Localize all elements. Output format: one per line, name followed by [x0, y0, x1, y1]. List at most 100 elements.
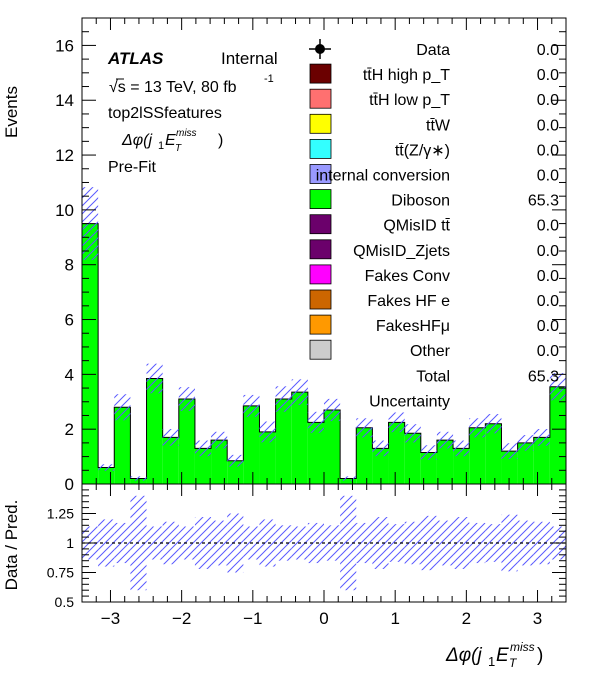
legend-row: Fakes Conv 0.0: [309, 264, 559, 285]
diboson-bar: [259, 431, 276, 484]
legend-label: internal conversion: [316, 168, 450, 185]
ratio-y-tick-label: 0.5: [55, 594, 75, 610]
diboson-bar: [291, 392, 308, 484]
uncertainty-band-bin: [469, 418, 486, 438]
region-label: top2lSSfeatures: [108, 105, 222, 122]
diboson-bar: [356, 427, 373, 484]
legend-label: Diboson: [391, 193, 450, 210]
legend-value: 65.3: [528, 368, 559, 385]
legend-row: FakesHFμ 0.0: [309, 314, 559, 335]
uncertainty-band-bin: [388, 412, 405, 433]
svg-text:T: T: [175, 143, 182, 154]
uncertainty-band-bin: [194, 440, 212, 457]
svg-text:miss: miss: [510, 640, 535, 654]
svg-text:E: E: [165, 132, 176, 149]
legend-swatch: [309, 189, 332, 210]
uncertainty-band-bin: [356, 418, 373, 438]
legend-value: 0.0: [537, 67, 559, 84]
svg-text:Δφ(j: Δφ(j: [445, 645, 482, 666]
legend-value: 0.0: [537, 243, 559, 260]
y-tick-label: 4: [65, 365, 74, 384]
uncertainty-band-bin: [324, 398, 341, 422]
legend-swatch: [309, 264, 332, 285]
legend-label: tt̄(Z/γ∗): [395, 142, 450, 159]
legend-row: Uncertainty: [369, 393, 450, 410]
svg-text:miss: miss: [176, 128, 197, 139]
ratio-uncertainty-bin: [114, 522, 131, 564]
legend-value: 0.0: [537, 268, 559, 285]
legend-row: tt̄W 0.0: [309, 113, 559, 134]
legend-label: QMisID tt̄: [383, 218, 450, 235]
legend-value: 0.0: [537, 42, 559, 59]
svg-text:): ): [537, 645, 543, 666]
diboson-bar: [307, 422, 324, 484]
ratio-y-tick-label: 1.25: [47, 506, 74, 522]
svg-text:E: E: [496, 645, 509, 666]
legend-value: 0.0: [537, 92, 559, 109]
ratio-uncertainty-bin: [227, 513, 244, 573]
uncertainty-band-bin: [162, 429, 179, 446]
diboson-bar: [388, 422, 405, 484]
x-axis-title: Δφ(j 1 E T miss ): [445, 640, 543, 670]
legend-label: FakesHFμ: [376, 318, 450, 335]
legend-swatch: [309, 88, 332, 109]
diboson-bar: [211, 440, 228, 484]
uncertainty-band-bin: [404, 424, 421, 443]
uncertainty-band-bin: [227, 454, 244, 467]
legend-row: Total 65.3: [416, 368, 559, 385]
uncertainty-band-bin: [178, 387, 195, 411]
uncertainty-band-bin: [420, 445, 437, 460]
legend-label: Fakes Conv: [365, 268, 450, 285]
diboson-bar: [146, 378, 163, 484]
ratio-uncertainty-bin: [211, 520, 228, 566]
diboson-bar: [82, 223, 99, 484]
diboson-bar: [194, 448, 212, 484]
uncertainty-band-bin: [436, 431, 454, 449]
legend-label: Uncertainty: [369, 393, 450, 410]
x-tick-label: 2: [462, 609, 471, 628]
ratio-uncertainty-bin: [485, 524, 502, 562]
uncertainty-band-bin: [211, 431, 228, 449]
ratio-uncertainty-bin: [324, 525, 341, 561]
legend-swatch: [309, 339, 332, 360]
diboson-bar: [420, 452, 437, 484]
ratio-uncertainty-bin: [259, 519, 276, 567]
x-tick-label: 1: [390, 609, 399, 628]
y-tick-label: 16: [55, 36, 74, 55]
uncertainty-band-bin: [453, 440, 470, 457]
ratio-y-tick-label: 1: [66, 535, 74, 551]
uncertainty-band-bin: [259, 421, 276, 443]
diboson-bar: [517, 442, 534, 484]
diboson-bar: [162, 437, 179, 484]
legend-row: Data 0.0: [309, 39, 559, 59]
legend-value: 0.0: [537, 142, 559, 159]
legend-swatch: [309, 63, 332, 84]
legend-swatch: [309, 289, 332, 310]
legend-swatch: [309, 214, 332, 235]
ratio-uncertainty-bin: [436, 520, 454, 566]
legend-label: Total: [416, 368, 450, 385]
y-tick-label: 8: [65, 256, 74, 275]
legend-swatch: [309, 239, 332, 260]
legend: Data 0.0tt̄H high p_T 0.0tt̄H low p_T 0.0tt…: [309, 39, 559, 410]
ratio-uncertainty-bin: [307, 522, 324, 564]
uncertainty-band-bin: [275, 386, 292, 412]
ratio-uncertainty-bin: [162, 521, 179, 565]
y-tick-label: 12: [55, 146, 74, 165]
legend-row: Other 0.0: [309, 339, 559, 360]
diboson-bar: [485, 423, 502, 484]
uncertainty-band-bin: [517, 435, 534, 451]
uncertainty-band-bin: [485, 414, 502, 434]
legend-value: 0.0: [537, 293, 559, 310]
diboson-bar: [340, 478, 357, 484]
energy-lumi-label: √s = 13 TeV, 80 fb: [109, 79, 237, 96]
legend-value: 0.0: [537, 168, 559, 185]
atlas-label-block: ATLAS Internal √s = 13 TeV, 80 fb -1 top…: [107, 49, 278, 176]
legend-row: tt̄H high p_T 0.0: [309, 63, 559, 84]
uncertainty-band-bin: [146, 363, 163, 394]
uncertainty-band-bin: [82, 187, 99, 261]
y-axis-title-ratio: Data / Pred.: [2, 500, 21, 591]
diboson-bar: [227, 460, 244, 484]
y-tick-label: 2: [65, 420, 74, 439]
uncertainty-band-bin: [291, 379, 308, 406]
